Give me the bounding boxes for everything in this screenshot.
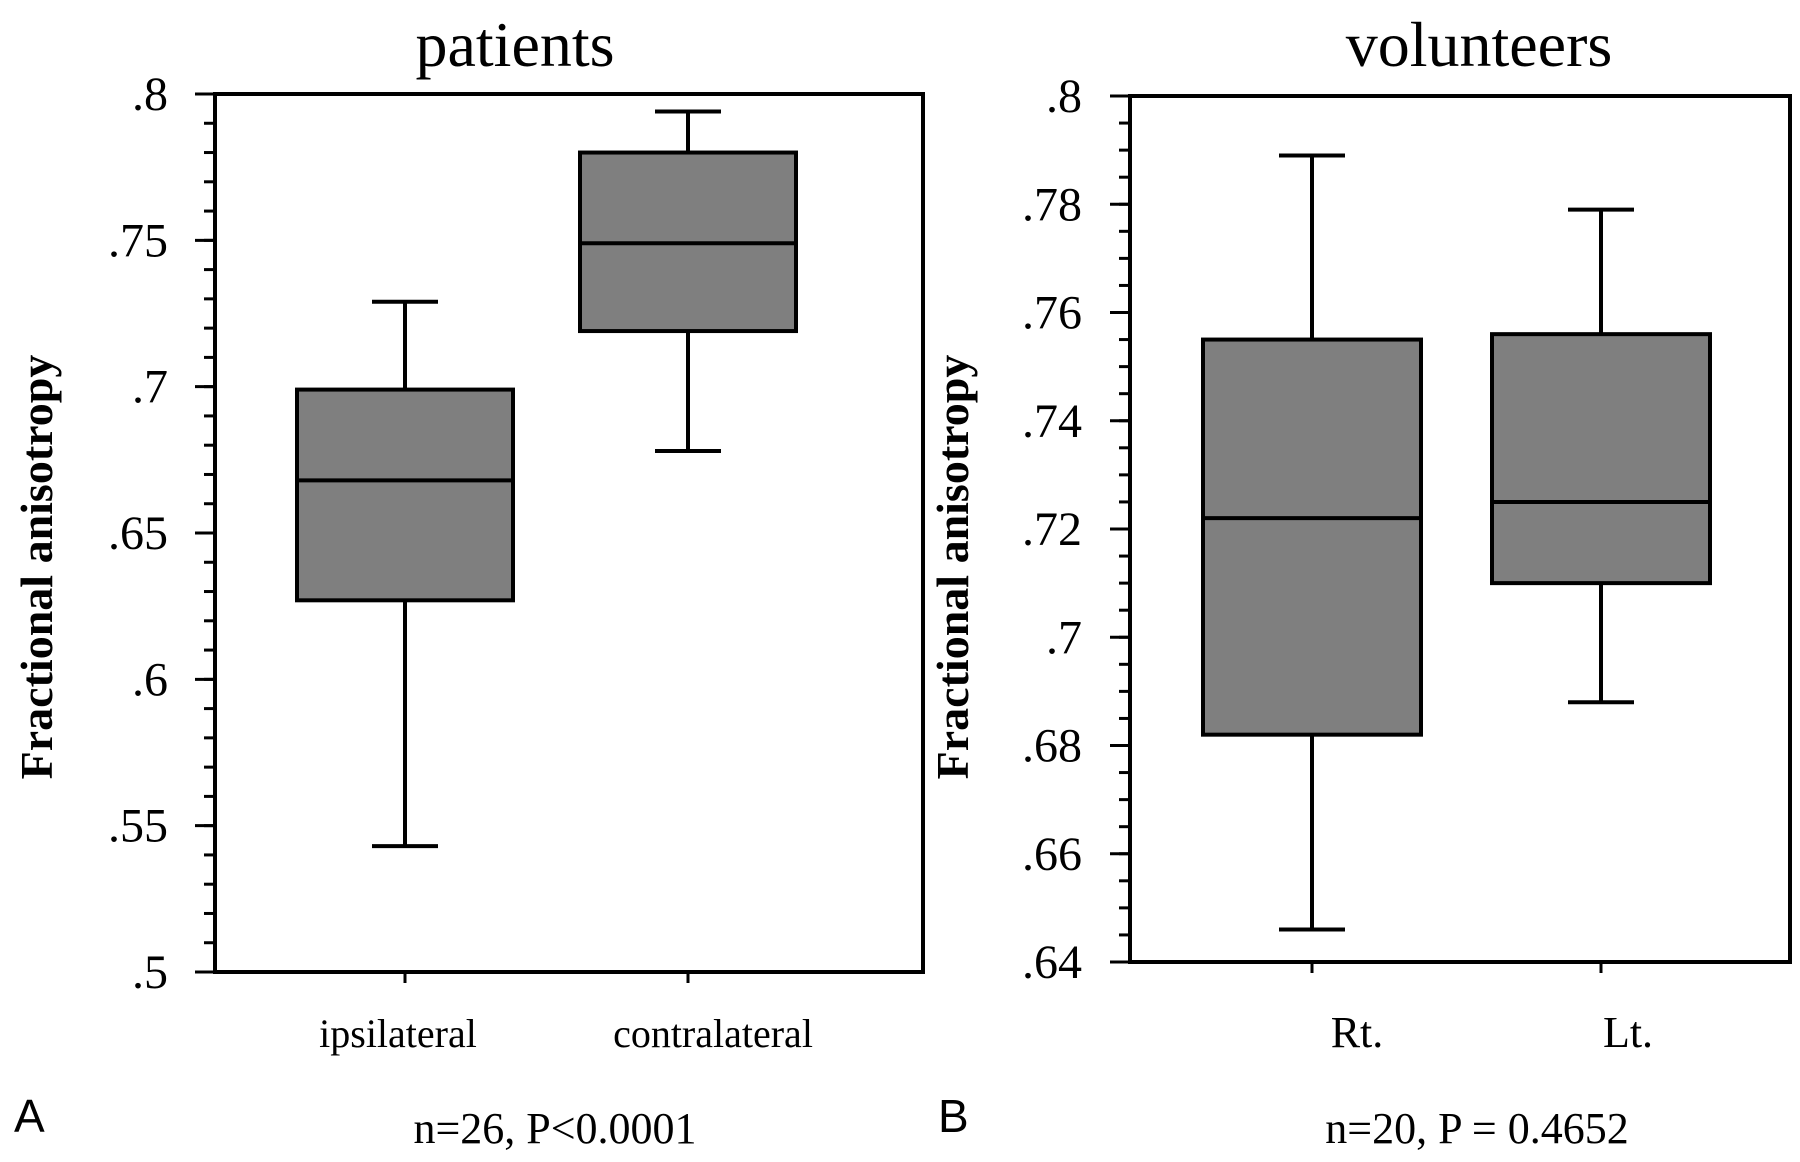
y-tick-label: .74 (1022, 395, 1082, 448)
y-tick-label: .76 (1022, 287, 1082, 340)
y-tick-label: .66 (1022, 828, 1082, 881)
y-tick-label: .8 (132, 68, 168, 121)
y-tick-label: .75 (108, 214, 168, 267)
chart-title: volunteers (1346, 9, 1613, 80)
y-tick-label: .68 (1022, 720, 1082, 773)
panel-a-patients: patients Fractional anisotropy ipsilater… (11, 9, 925, 1153)
interquartile-box (1201, 337, 1423, 737)
y-tick-label: .7 (1046, 611, 1082, 664)
panel-b-volunteers: volunteers Fractional anisotropy Rt. Lt.… (927, 9, 1792, 1153)
statistics-annotation: n=20, P = 0.4652 (1325, 1104, 1628, 1153)
y-tick-label: .6 (132, 653, 168, 706)
box-plot-right (578, 109, 798, 454)
y-tick-label: .72 (1022, 503, 1082, 556)
y-tick-label: .55 (108, 800, 168, 853)
x-tick-label: Rt. (1331, 1008, 1384, 1057)
interquartile-box (1490, 332, 1712, 586)
plot-frame (213, 92, 925, 974)
chart-title: patients (415, 9, 614, 80)
box-plot-left (1201, 153, 1423, 932)
y-tick-label: .8 (1046, 70, 1082, 123)
x-tick-label: contralateral (613, 1011, 813, 1056)
box-plot-left (295, 299, 515, 849)
interquartile-box (295, 387, 515, 603)
y-tick-label: .5 (132, 946, 168, 999)
x-tick-label: Lt. (1603, 1008, 1653, 1057)
panel-label: A (14, 1090, 45, 1142)
panel-label: B (938, 1090, 969, 1142)
box-plot-right (1490, 207, 1712, 705)
y-tick-label: .78 (1022, 178, 1082, 231)
x-tick-label: ipsilateral (319, 1011, 477, 1056)
statistics-annotation: n=26, P<0.0001 (413, 1104, 696, 1153)
y-axis-label: Fractional anisotropy (927, 355, 978, 780)
plot-frame (1128, 94, 1792, 964)
y-tick-label: .64 (1022, 936, 1082, 989)
y-tick-label: .7 (132, 361, 168, 414)
y-axis-label: Fractional anisotropy (11, 355, 62, 780)
y-tick-label: .65 (108, 507, 168, 560)
